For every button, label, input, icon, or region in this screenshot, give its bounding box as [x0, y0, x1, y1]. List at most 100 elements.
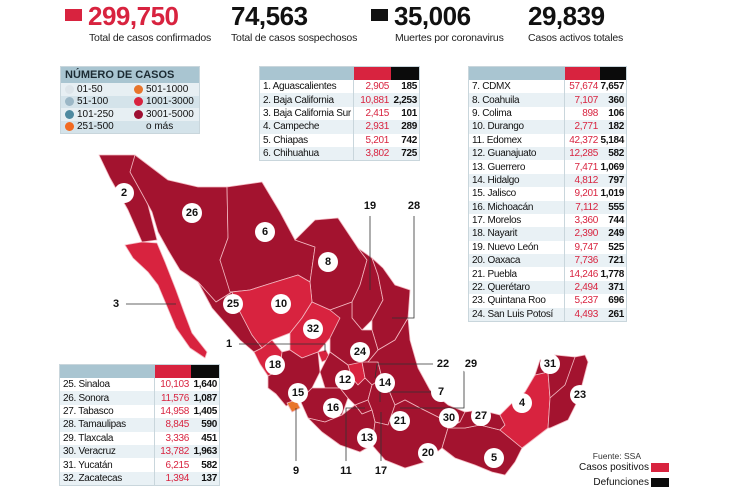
legend-item: o más	[130, 120, 199, 133]
positive-cases: 2,905	[365, 81, 389, 93]
deaths-count: 1,963	[193, 446, 217, 458]
positive-cases: 7,471	[574, 161, 598, 173]
deaths-count: 137	[201, 472, 217, 484]
positive-cases: 10,881	[360, 94, 389, 106]
legend-item: 1001-3000	[130, 95, 199, 108]
state-number-label: 1	[219, 334, 239, 354]
state-name: 6. Chihuahua	[260, 146, 354, 161]
legend-item-label: 251-500	[77, 121, 114, 133]
legend-item: 01-50	[61, 83, 130, 96]
states-table-2: 7. CDMX 57,674 7,657 8. Coahuila 7,107 360 9. …	[468, 66, 627, 323]
table-row: 25. Sinaloa 10,103 1,640	[60, 378, 219, 392]
deaths-count: 185	[401, 81, 417, 93]
positive-cases: 7,107	[574, 94, 598, 106]
legend-item: 501-1000	[130, 83, 199, 96]
case-count-legend: NÚMERO DE CASOS 01-50 501-1000 51-100 1001-…	[60, 66, 200, 134]
legend-dot-icon	[134, 84, 143, 94]
state-name: 17. Morelos	[469, 213, 565, 228]
deaths-value: 35,006	[394, 1, 471, 31]
deaths-count: 696	[608, 295, 624, 307]
state-name: 21. Puebla	[469, 267, 565, 281]
state-baja-california-sur[interactable]	[124, 241, 208, 359]
state-number-label: 19	[360, 196, 380, 216]
state-name: 32. Zacatecas	[60, 471, 155, 486]
deaths-count: 1,019	[600, 188, 624, 200]
table-row: 15. Jalisco 9,201 1,019	[469, 187, 626, 201]
table-row: 4. Campeche 2,931 289	[260, 120, 419, 134]
confirmed-square-icon	[65, 9, 82, 22]
state-number-label: 2	[114, 183, 134, 203]
state-name: 29. Tlaxcala	[60, 431, 155, 445]
deaths-count: 1,087	[193, 392, 217, 404]
state-number-label: 3	[106, 294, 126, 314]
table-row: 14. Hidalgo 4,812 797	[469, 173, 626, 188]
legend-dot-icon	[134, 97, 143, 107]
positives-label: Casos positivos	[578, 462, 649, 473]
state-number-label: 11	[336, 461, 356, 481]
table-row: 27. Tabasco 14,958 1,405	[60, 404, 219, 419]
legend-item-label: 1001-3000	[146, 96, 194, 108]
state-number-label: 26	[182, 203, 202, 223]
table-row: 19. Nuevo León 9,747 525	[469, 240, 626, 255]
table-row: 26. Sonora 11,576 1,087	[60, 391, 219, 405]
deaths-count: 249	[608, 228, 624, 240]
state-number-label: 24	[350, 342, 370, 362]
positive-cases: 5,201	[365, 134, 389, 146]
positive-cases: 7,736	[574, 255, 598, 267]
positive-cases: 4,812	[574, 174, 598, 186]
state-name: 24. San Luis Potosí	[469, 307, 565, 322]
legend-dot-icon	[65, 84, 74, 94]
deaths-count: 525	[608, 241, 624, 253]
table-row: 11. Edomex 42,372 5,184	[469, 133, 626, 147]
table-row: 29. Tlaxcala 3,336 451	[60, 431, 219, 445]
states-table-3: 25. Sinaloa 10,103 1,640 26. Sonora 11,576 1,…	[59, 364, 220, 487]
state-name: 30. Veracruz	[60, 444, 155, 459]
deaths-count: 721	[608, 255, 624, 267]
deaths-count: 182	[608, 121, 624, 133]
state-name: 23. Quintana Roo	[469, 294, 565, 308]
table-row: 20. Oaxaca 7,736 721	[469, 254, 626, 268]
deaths-count: 2,253	[393, 94, 417, 106]
deaths-count: 582	[608, 148, 624, 160]
state-number-label: 30	[439, 408, 459, 428]
table-row: 16. Michoacán 7,112 555	[469, 200, 626, 214]
state-name: 14. Hidalgo	[469, 173, 565, 188]
state-name: 28. Tamaulipas	[60, 418, 155, 432]
legend-positives: Casos positivos	[579, 462, 669, 473]
positive-cases: 8,845	[165, 419, 189, 431]
state-name: 11. Edomex	[469, 133, 565, 147]
state-name: 25. Sinaloa	[60, 378, 155, 392]
state-name: 19. Nuevo León	[469, 240, 565, 255]
state-number-label: 25	[223, 294, 243, 314]
source-note: Fuente: SSA	[592, 451, 641, 461]
state-number-label: 27	[471, 406, 491, 426]
positive-cases: 14,958	[160, 405, 189, 417]
state-name: 31. Yucatán	[60, 458, 155, 472]
deaths-count: 742	[401, 134, 417, 146]
stat-suspected: 74,563 Total de casos sospechosos	[231, 2, 357, 44]
legend-item-label: 501-1000	[146, 83, 189, 95]
state-number-label: 21	[390, 411, 410, 431]
state-number-label: 13	[357, 428, 377, 448]
confirmed-value: 299,750	[88, 1, 179, 31]
table-row: 24. San Luis Potosí 4,493 261	[469, 307, 626, 322]
positive-cases: 2,494	[574, 282, 598, 294]
positive-cases: 10,103	[160, 379, 189, 391]
state-name: 4. Campeche	[260, 120, 354, 134]
state-number-label: 5	[484, 448, 504, 468]
state-number-label: 17	[371, 461, 391, 481]
deaths-count: 451	[201, 432, 217, 444]
deaths-count: 1,069	[600, 161, 624, 173]
positive-cases: 6,215	[165, 459, 189, 471]
state-number-label: 31	[540, 354, 560, 374]
table-row: 7. CDMX 57,674 7,657	[469, 80, 626, 94]
positives-swatch-icon	[651, 462, 669, 472]
deaths-count: 797	[608, 174, 624, 186]
state-name: 2. Baja California	[260, 93, 354, 107]
positive-cases: 7,112	[575, 201, 598, 213]
state-quintana-roo[interactable]	[547, 354, 589, 429]
table-row: 3. Baja California Sur 2,415 101	[260, 106, 419, 121]
positive-cases: 9,747	[574, 241, 598, 253]
table-row: 9. Colima 898 106	[469, 106, 626, 121]
table-row: 31. Yucatán 6,215 582	[60, 458, 219, 472]
